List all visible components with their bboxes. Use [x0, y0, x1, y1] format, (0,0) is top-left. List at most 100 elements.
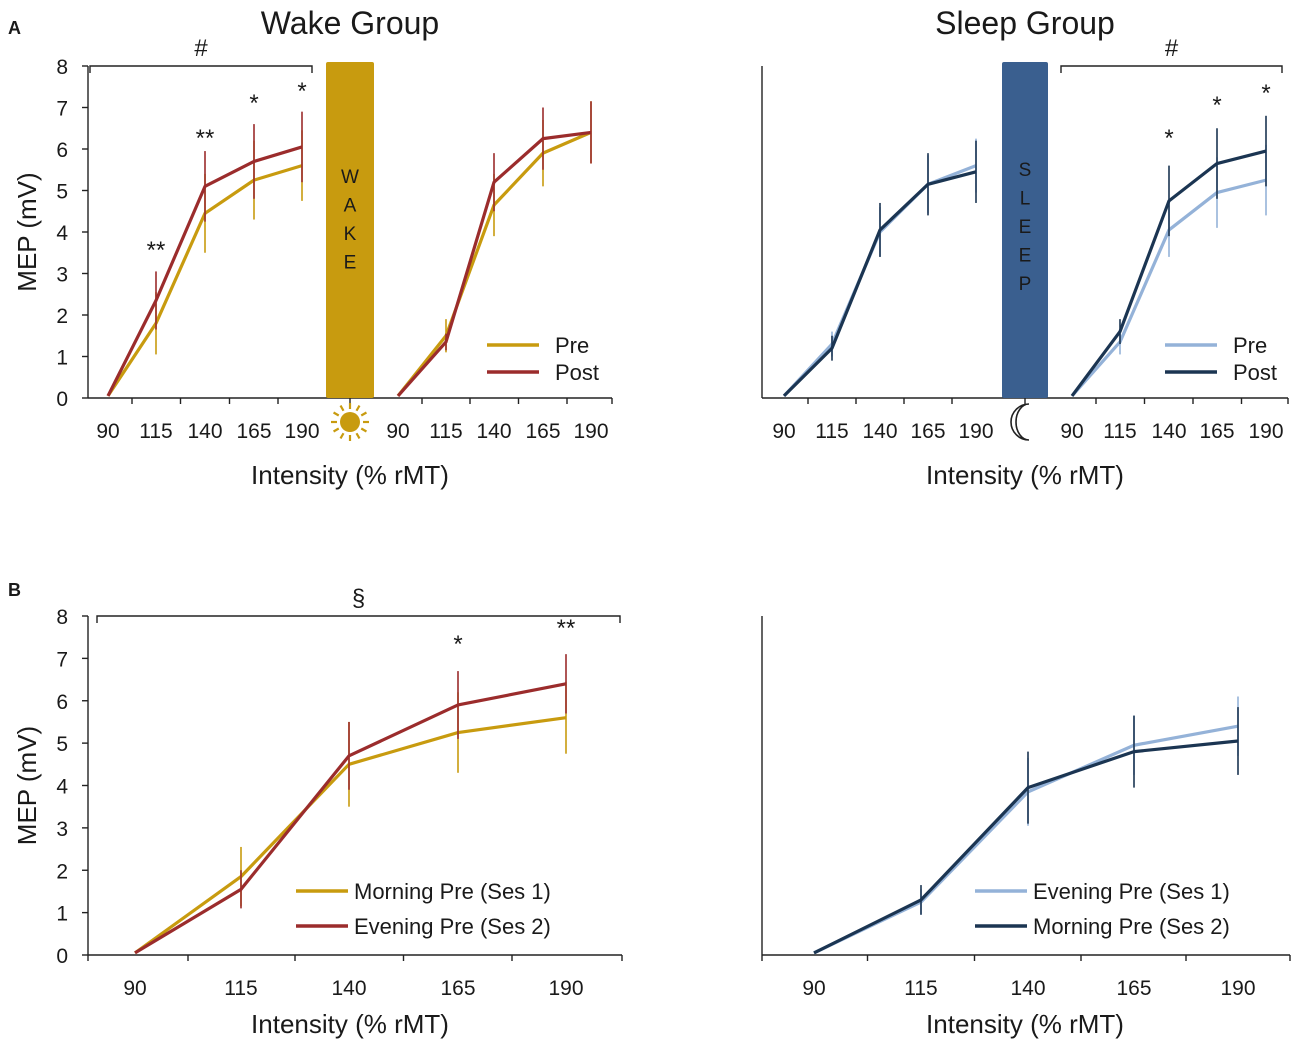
x-axis-title: Intensity (% rMT) — [926, 460, 1124, 490]
x-tick-label: 165 — [1116, 977, 1151, 1000]
x-tick-label: 115 — [139, 420, 172, 443]
y-tick-label: 7 — [56, 98, 68, 121]
y-tick-label: 0 — [56, 945, 68, 968]
wake-interval-bar — [326, 62, 374, 398]
sun-icon-disc — [340, 412, 360, 432]
legend-label: Evening Pre (Ses 2) — [354, 914, 551, 939]
y-tick-label: 4 — [56, 776, 68, 799]
y-tick-label: 1 — [56, 903, 68, 926]
panel-letter-a: A — [8, 18, 21, 38]
significance-marker: * — [1261, 80, 1270, 107]
wake-bar-letter: K — [344, 224, 357, 245]
legend-label: Post — [1233, 360, 1277, 385]
x-tick-label: 90 — [123, 977, 146, 1000]
sun-icon — [331, 403, 369, 441]
x-tick-label: 90 — [1060, 420, 1083, 443]
x-tick-label: 190 — [1248, 420, 1283, 443]
x-axis-title: Intensity (% rMT) — [251, 460, 449, 490]
y-tick-label: 3 — [56, 264, 68, 287]
significance-marker: * — [297, 78, 306, 105]
x-axis-title: Intensity (% rMT) — [926, 1009, 1124, 1039]
sun-icon-ray — [332, 411, 340, 417]
x-tick-label: 140 — [187, 420, 222, 443]
sleep-interval-bar — [1002, 62, 1048, 398]
legend-label: Post — [555, 360, 599, 385]
y-tick-label: 7 — [56, 648, 68, 671]
moon-icon — [1010, 403, 1030, 441]
bracket-label: # — [194, 35, 208, 62]
x-tick-label: 115 — [1103, 420, 1136, 443]
y-tick-label: 1 — [56, 347, 68, 370]
x-tick-label: 190 — [958, 420, 993, 443]
sleep-bar-letter: P — [1019, 274, 1032, 295]
y-tick-label: 5 — [56, 181, 68, 204]
y-tick-label: 5 — [56, 733, 68, 756]
x-tick-label: 115 — [904, 977, 937, 1000]
y-tick-label: 4 — [56, 222, 68, 245]
sleep-bar-letter: L — [1020, 189, 1031, 210]
x-tick-label: 165 — [236, 420, 271, 443]
x-tick-label: 190 — [573, 420, 608, 443]
legend-label: Pre — [555, 333, 589, 358]
x-tick-label: 190 — [1220, 977, 1255, 1000]
significance-bracket — [1060, 65, 1283, 73]
y-tick-label: 8 — [56, 56, 68, 79]
y-tick-label: 8 — [56, 606, 68, 629]
x-tick-label: 115 — [429, 420, 462, 443]
bracket-label: # — [1165, 35, 1179, 62]
x-tick-label: 165 — [440, 977, 475, 1000]
y-tick-label: 2 — [56, 305, 68, 328]
wake-group-title: Wake Group — [261, 5, 439, 41]
chart-a-wake: 0 1 2 3 4 5 6 7 8 MEP (mV) 90 115 140 165 190 90 115 140 1… — [12, 35, 613, 490]
x-tick-label: 90 — [96, 420, 119, 443]
sun-icon-ray — [360, 411, 368, 417]
x-tick-label: 115 — [815, 420, 848, 443]
series-2-line — [134, 682, 567, 955]
x-tick-label: 115 — [224, 977, 257, 1000]
legend-label: Morning Pre (Ses 1) — [354, 879, 551, 904]
legend-label: Pre — [1233, 333, 1267, 358]
x-tick-label: 140 — [862, 420, 897, 443]
wake-bar-letter: E — [344, 253, 357, 274]
x-tick-label: 140 — [476, 420, 511, 443]
x-tick-label: 90 — [802, 977, 825, 1000]
x-tick-label: 190 — [284, 420, 319, 443]
x-axis-title: Intensity (% rMT) — [251, 1009, 449, 1039]
legend-label: Morning Pre (Ses 2) — [1033, 914, 1230, 939]
y-axis-title: MEP (mV) — [12, 726, 42, 845]
significance-marker: * — [249, 90, 258, 117]
panel-letter-b: B — [8, 580, 21, 600]
y-tick-label: 6 — [56, 139, 68, 162]
y-tick-label: 0 — [56, 388, 68, 411]
significance-marker: * — [1164, 125, 1173, 152]
y-tick-label: 2 — [56, 860, 68, 883]
sun-icon-ray — [339, 404, 345, 412]
y-tick-label: 3 — [56, 818, 68, 841]
significance-marker: ** — [147, 237, 166, 264]
x-tick-label: 90 — [772, 420, 795, 443]
x-tick-label: 165 — [910, 420, 945, 443]
significance-marker: * — [453, 631, 462, 658]
x-tick-label: 140 — [1010, 977, 1045, 1000]
series-pre-pre-interval-line — [782, 164, 977, 398]
moon-icon-crescent — [1010, 403, 1030, 441]
x-tick-label: 190 — [548, 977, 583, 1000]
sun-icon-ray — [355, 432, 361, 440]
sleep-bar-letter: S — [1019, 160, 1032, 181]
y-tick-label: 6 — [56, 691, 68, 714]
chart-b-sleep: 90 115 140 165 190 Evening Pre (Ses 1) Morning… — [761, 616, 1291, 1039]
wake-bar-letter: A — [344, 196, 357, 217]
significance-marker: * — [1212, 92, 1221, 119]
legend-label: Evening Pre (Ses 1) — [1033, 879, 1230, 904]
sleep-group-title: Sleep Group — [935, 5, 1115, 41]
y-axis-title: MEP (mV) — [12, 172, 42, 291]
significance-marker: ** — [196, 125, 215, 152]
significance-bracket — [96, 615, 621, 623]
sun-icon-ray — [339, 432, 345, 440]
bracket-label: § — [352, 585, 365, 612]
significance-marker: ** — [557, 615, 576, 642]
x-tick-label: 165 — [525, 420, 560, 443]
sun-icon-ray — [360, 427, 368, 433]
